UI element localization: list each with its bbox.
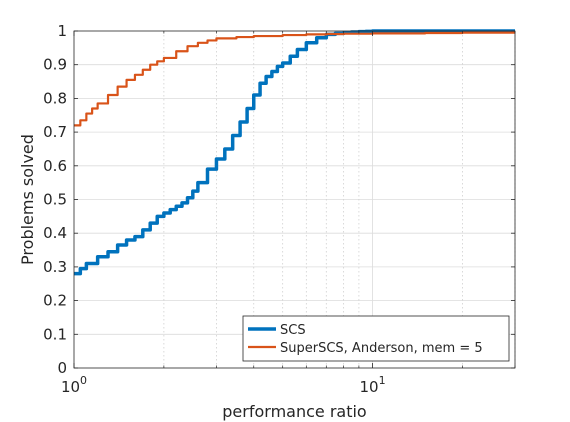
y-tick-label: 0.1 xyxy=(43,325,67,343)
x-tick-label: 100 xyxy=(61,374,87,396)
x-tick-label: 101 xyxy=(360,374,386,396)
y-axis-label: Problems solved xyxy=(18,134,37,265)
x-tick-label-exponent: 1 xyxy=(379,374,386,387)
x-tick-label-base: 10 xyxy=(360,378,379,396)
legend-box xyxy=(242,315,510,362)
y-tick-label: 0.5 xyxy=(43,191,67,209)
y-tick-label: 0.4 xyxy=(43,224,67,242)
legend: SCS SuperSCS, Anderson, mem = 5 xyxy=(242,315,510,362)
series-line-superscs xyxy=(74,31,515,127)
y-tick-label: 1 xyxy=(57,22,67,40)
y-tick-label: 0.3 xyxy=(43,258,67,276)
legend-entry-label: SuperSCS, Anderson, mem = 5 xyxy=(280,341,483,356)
y-tick-label: 0.2 xyxy=(43,292,67,310)
series-lines xyxy=(74,29,515,276)
y-tick-label: 0.9 xyxy=(43,56,67,74)
y-tick-labels: 0 0.1 0.2 0.3 0.4 0.5 0.6 0.7 0.8 0.9 1 xyxy=(43,22,67,377)
y-tick-label: 0 xyxy=(57,359,67,377)
y-tick-label: 0.8 xyxy=(43,89,67,107)
y-tick-label: 0.6 xyxy=(43,157,67,175)
legend-entry-label: SCS xyxy=(280,323,306,338)
x-tick-label-base: 10 xyxy=(61,378,80,396)
x-tick-label-exponent: 0 xyxy=(80,374,87,387)
axis-ticks xyxy=(73,30,516,369)
x-axis-label: performance ratio xyxy=(222,402,366,421)
x-tick-labels: 100 101 xyxy=(61,374,386,396)
y-tick-label: 0.7 xyxy=(43,123,67,141)
